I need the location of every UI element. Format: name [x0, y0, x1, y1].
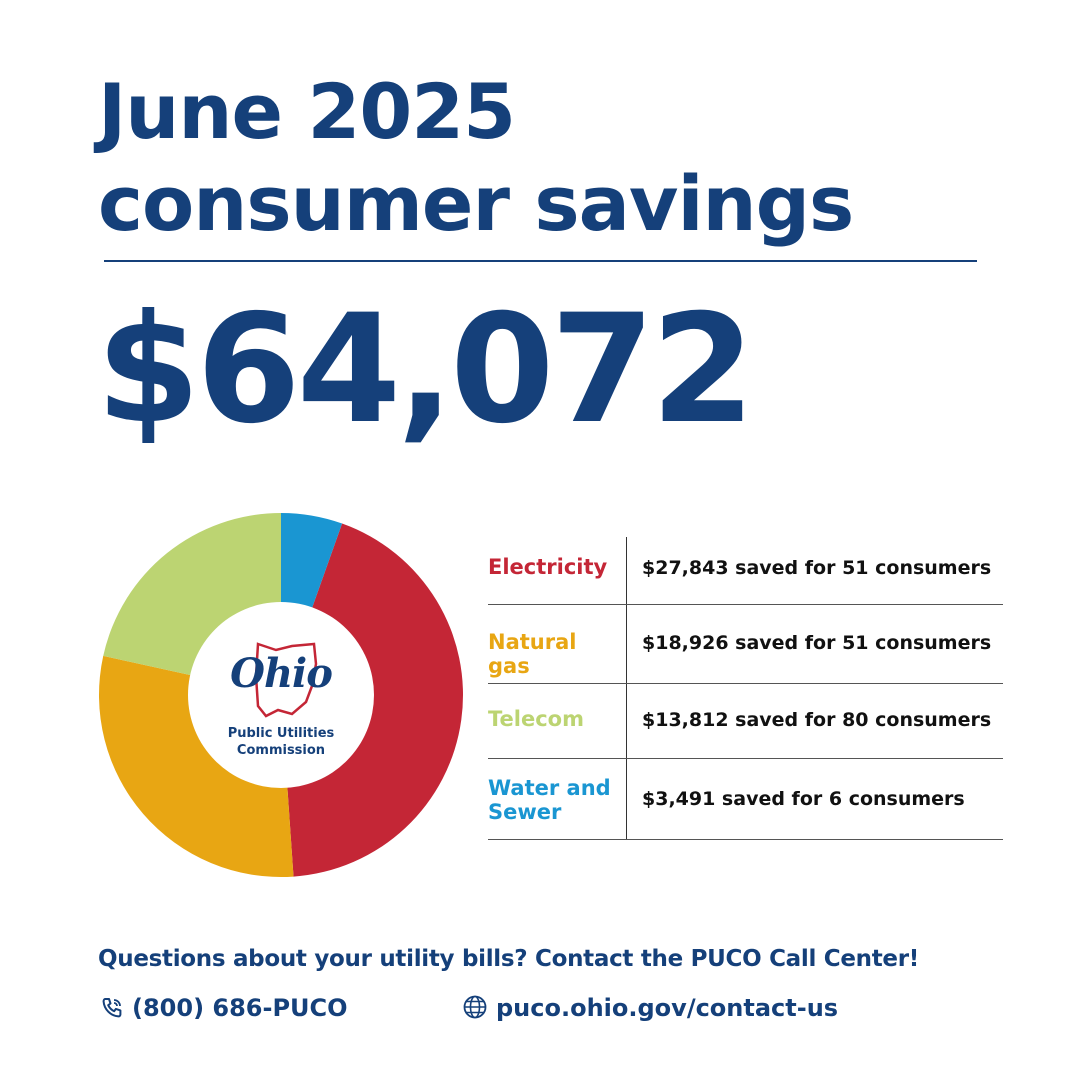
donut-slice-telecom [103, 513, 282, 676]
legend-label: Electricity [488, 555, 608, 579]
logo-line-2: Commission [236, 743, 326, 758]
logo-wordmark: Ohio [230, 650, 333, 697]
legend-row-telecom: Telecom $13,812 saved for 80 consumers [488, 683, 1003, 759]
legend-row-water-sewer: Water and Sewer $3,491 saved for 6 consu… [488, 758, 1003, 840]
phone-contact[interactable]: (800) 686-PUCO [100, 994, 348, 1022]
title-line-1: June 2025 [98, 67, 516, 156]
legend-value: $3,491 saved for 6 consumers [642, 788, 965, 810]
website-contact[interactable]: puco.ohio.gov/contact-us [462, 994, 838, 1022]
legend-label: Natural gas [488, 630, 577, 678]
website-link[interactable]: puco.ohio.gov/contact-us [496, 994, 839, 1022]
globe-icon [463, 995, 487, 1019]
donut-chart [98, 513, 463, 877]
donut-slice-electricity [287, 523, 463, 877]
legend-label-line-1: Water and [488, 776, 611, 800]
puco-logo: Ohio Public Utilities Commission [188, 602, 374, 788]
footer-question: Questions about your utility bills? Cont… [98, 946, 919, 972]
legend-value: $13,812 saved for 80 consumers [642, 709, 992, 731]
title-divider [104, 260, 977, 262]
legend-divider [626, 537, 627, 839]
logo-line-1: Public Utilities [227, 726, 335, 741]
donut-slice-natural-gas [98, 655, 294, 877]
legend-label: Telecom [488, 707, 584, 731]
legend-value: $27,843 saved for 51 consumers [642, 557, 992, 579]
total-savings: $64,072 [96, 283, 755, 457]
legend-label-line-2: Sewer [488, 800, 562, 824]
legend-label: Water and Sewer [488, 776, 624, 824]
page-title: June 2025 consumer savings [98, 66, 854, 250]
title-line-2: consumer savings [98, 159, 854, 248]
legend-row-electricity: Electricity $27,843 saved for 51 consume… [488, 537, 1003, 605]
donut-slice-water-and-sewer [281, 513, 343, 609]
ohio-state-outline-icon [254, 642, 318, 718]
phone-number[interactable]: (800) 686-PUCO [132, 994, 348, 1022]
phone-icon [102, 998, 122, 1018]
legend-value: $18,926 saved for 51 consumers [642, 632, 992, 654]
legend-row-natural-gas: Natural gas $18,926 saved for 51 consume… [488, 604, 1003, 684]
